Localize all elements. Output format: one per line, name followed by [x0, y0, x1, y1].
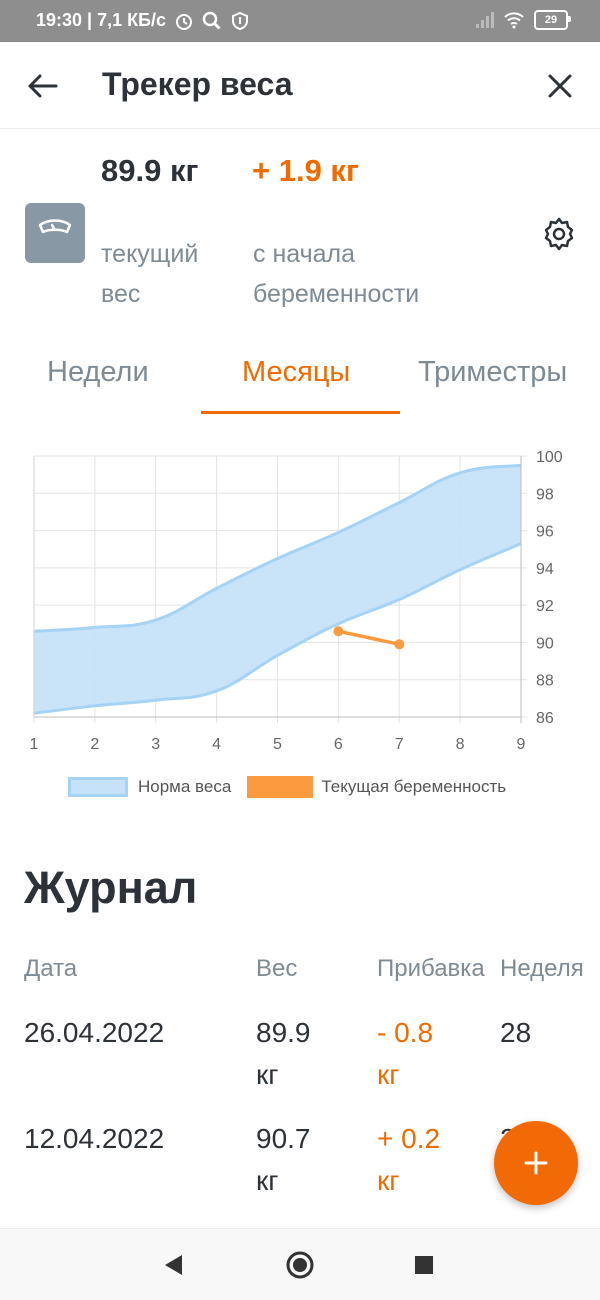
y-tick-label: 92: [536, 598, 554, 615]
weight-chart: 1 2 3 4 5 6 7 8 9 86 88 90 92 94 96 98 100: [30, 449, 563, 753]
y-tick-label: 90: [536, 635, 554, 652]
row-date: 26.04.2022: [24, 1017, 165, 1048]
status-bar: 19:30 | 7,1 КБ/с 29: [0, 0, 600, 42]
y-tick-label: 86: [536, 710, 554, 727]
chart-legend: Норма веса Текущая беременность: [68, 776, 506, 798]
tab-trimesters[interactable]: Триместры: [418, 356, 568, 388]
header-week: Неделя: [500, 955, 584, 982]
row-gain-value: - 0.8: [377, 1017, 434, 1048]
page-title: Трекер веса: [102, 66, 293, 102]
x-tick-label: 9: [517, 736, 526, 753]
back-arrow-icon[interactable]: [24, 68, 60, 104]
wifi-icon: [504, 12, 524, 29]
row-week: 28: [500, 1017, 532, 1048]
add-entry-button[interactable]: [494, 1121, 578, 1205]
tab-months[interactable]: Месяцы: [242, 356, 351, 388]
legend-swatch-current: [247, 776, 314, 798]
plus-icon: [524, 1151, 548, 1175]
status-time: 19:30 | 7,1 КБ/с: [36, 10, 167, 30]
nav-back-icon[interactable]: [162, 1253, 184, 1277]
x-tick-label: 4: [212, 736, 221, 753]
tab-weeks[interactable]: Недели: [47, 356, 149, 388]
battery-indicator: 29: [534, 10, 571, 30]
y-tick-label: 88: [536, 673, 554, 690]
row-gain-value: + 0.2: [377, 1123, 441, 1154]
norm-band-lower-line: [33, 542, 522, 715]
y-tick-label: 96: [536, 524, 554, 541]
x-tick-label: 6: [334, 736, 343, 753]
y-tick-label: 100: [536, 449, 563, 466]
status-left: 19:30 | 7,1 КБ/с: [36, 10, 250, 31]
legend-label-current: Текущая беременность: [321, 777, 507, 796]
data-point: [394, 639, 405, 650]
header-gain: Прибавка: [377, 955, 485, 982]
x-tick-label: 2: [90, 736, 99, 753]
current-pregnancy-line: [338, 629, 400, 647]
total-gain-label: с начала беременности: [253, 240, 420, 308]
close-icon[interactable]: [542, 68, 578, 104]
gear-icon[interactable]: [540, 215, 578, 253]
header-date: Дата: [24, 955, 78, 982]
scale-icon: [25, 203, 85, 263]
row-gain-unit: кг: [377, 1165, 400, 1196]
row-weight-unit: кг: [256, 1059, 279, 1090]
data-point: [333, 626, 344, 637]
x-tick-label: 7: [395, 736, 404, 753]
legend-label-norm: Норма веса: [138, 777, 232, 796]
norm-band-area: [34, 465, 521, 714]
row-gain-unit: кг: [377, 1059, 400, 1090]
y-tick-label: 98: [536, 486, 554, 503]
x-tick-label: 3: [151, 736, 160, 753]
system-nav-bar: [0, 1228, 600, 1300]
current-weight-value: 89.9 кг: [101, 153, 199, 188]
row-date: 12.04.2022: [24, 1123, 165, 1154]
norm-band-upper-line: [33, 463, 522, 633]
row-weight-value: 89.9: [256, 1017, 311, 1048]
app-bar: Трекер веса: [0, 42, 600, 129]
row-weight-value: 90.7: [256, 1123, 311, 1154]
nav-home-icon[interactable]: [285, 1250, 315, 1280]
row-weight-unit: кг: [256, 1165, 279, 1196]
active-tab-indicator: [201, 411, 400, 414]
current-weight-label: текущий вес: [101, 240, 199, 308]
shield-icon: [232, 11, 249, 30]
legend-swatch-norm: [68, 777, 128, 797]
search-icon: [202, 11, 221, 30]
y-tick-label: 94: [536, 561, 554, 578]
x-tick-label: 1: [30, 736, 39, 753]
alarm-icon: [176, 13, 193, 30]
journal-title: Журнал: [24, 862, 198, 913]
signal-icon: [476, 12, 494, 28]
nav-recents-icon[interactable]: [414, 1255, 434, 1275]
status-right: 29: [474, 10, 571, 30]
x-tick-label: 5: [273, 736, 282, 753]
x-tick-label: 8: [456, 736, 465, 753]
total-gain-value: + 1.9 кг: [252, 153, 359, 188]
header-weight: Вес: [256, 955, 298, 982]
